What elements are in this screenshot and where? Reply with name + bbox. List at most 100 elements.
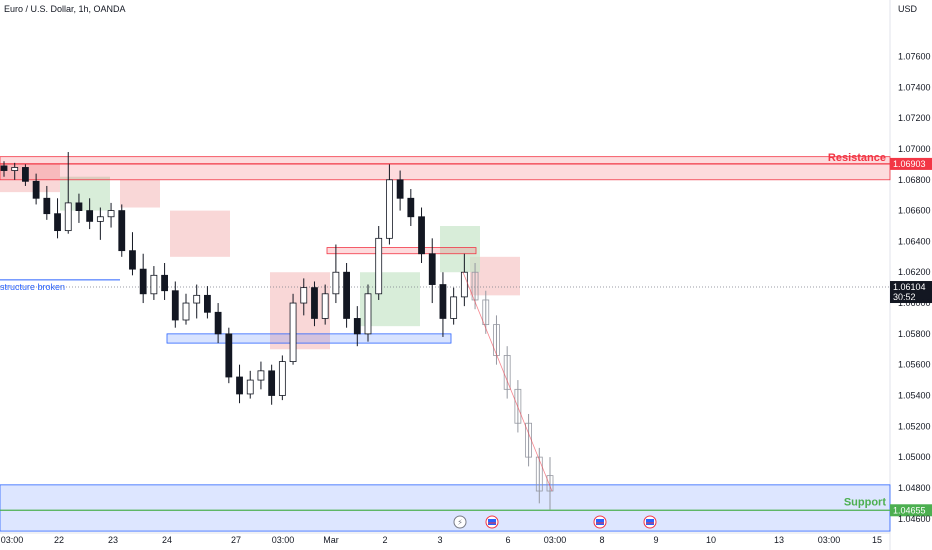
candle-body: [289, 302, 297, 362]
y-tick-label: 1.04600: [898, 514, 931, 524]
candle-body: [450, 296, 458, 319]
y-tick-label: 1.04800: [898, 483, 931, 493]
candle-body: [182, 302, 190, 321]
y-tick-label: 1.05600: [898, 360, 931, 370]
chart-title: Euro / U.S. Dollar, 1h, OANDA: [4, 4, 126, 14]
candle-body: [268, 370, 276, 396]
y-tick-label: 1.07200: [898, 113, 931, 123]
candle-body: [246, 379, 254, 395]
candle-body: [118, 210, 126, 252]
x-tick-label: 03:00: [544, 535, 567, 545]
candle-body: [43, 197, 51, 215]
candle-body: [375, 237, 383, 295]
x-tick-label: Mar: [323, 535, 339, 545]
support-label: Support: [844, 496, 886, 508]
y-tick-label: 1.05800: [898, 329, 931, 339]
candle-body: [343, 271, 350, 319]
x-tick-label: 23: [108, 535, 118, 545]
cloud-red-3: [270, 272, 330, 350]
projection-line: [462, 272, 553, 492]
candle-body: [193, 294, 201, 304]
x-tick-label: 22: [54, 535, 64, 545]
x-tick-label: 15: [872, 535, 882, 545]
x-tick-label: 6: [505, 535, 510, 545]
flash-icon: [453, 515, 467, 529]
candle-body: [311, 287, 318, 319]
x-tick-label: 13: [774, 535, 784, 545]
candle-body: [150, 274, 158, 295]
candle-body: [75, 202, 83, 211]
resistance-zone: [0, 156, 891, 181]
y-tick-label: 1.07400: [898, 82, 931, 92]
candle-body: [0, 165, 8, 171]
candle-body: [129, 250, 136, 270]
resistance-label: Resistance: [828, 152, 886, 164]
flag-canton: [596, 519, 604, 525]
candle-body: [161, 274, 168, 292]
candle-body: [418, 216, 425, 255]
cloud-green-2: [440, 226, 480, 273]
y-tick-label: 1.07600: [898, 52, 931, 62]
x-tick-label: 9: [653, 535, 658, 545]
y-tick-label: 1.05000: [898, 452, 931, 462]
candle-body: [460, 271, 468, 298]
x-tick-label: 03:00: [272, 535, 295, 545]
resistance-price-tag: [890, 157, 932, 170]
current-price-label: 1.06104: [893, 282, 926, 292]
candle-body: [514, 388, 522, 424]
support-price-label: 1.04655: [893, 505, 926, 515]
flag-canton: [646, 519, 654, 525]
candle-body: [321, 293, 329, 319]
y-tick-label: 1.06800: [898, 175, 931, 185]
candle-body: [471, 271, 479, 301]
candle-body: [364, 293, 372, 335]
y-tick-label: 1.05200: [898, 421, 931, 431]
demand-box: [166, 333, 452, 344]
candle-body: [204, 294, 211, 313]
candle-body: [236, 376, 243, 395]
candle-body: [535, 456, 543, 492]
x-tick-label: 8: [599, 535, 604, 545]
y-tick-label: 1.07000: [898, 144, 931, 154]
x-tick-label: 27: [231, 535, 241, 545]
candle-body: [353, 318, 361, 335]
candle-body: [396, 179, 404, 199]
flag-canton: [488, 519, 496, 525]
x-tick-label: 03:00: [818, 535, 841, 545]
candle-body: [546, 475, 554, 492]
y-tick-label: 1.05400: [898, 390, 931, 400]
candle-body: [482, 299, 490, 326]
countdown-label: 30:52: [893, 292, 916, 302]
candle-body: [439, 284, 447, 319]
candle-body: [11, 167, 19, 171]
candle-body: [428, 253, 436, 285]
candle-body: [278, 361, 286, 396]
candle-body: [407, 197, 415, 218]
candle-body: [22, 167, 29, 182]
y-tick-label: 1.06200: [898, 267, 931, 277]
candle-body: [300, 287, 308, 304]
candle-body: [257, 370, 265, 381]
candle-body: [107, 210, 115, 218]
candle-body: [332, 271, 340, 295]
cloud-red-2: [170, 210, 230, 257]
y-tick-label: 1.06000: [898, 298, 931, 308]
candle-body: [64, 202, 72, 232]
x-tick-label: 10: [706, 535, 716, 545]
candle-body: [96, 216, 104, 222]
candle-body: [139, 268, 147, 295]
support-zone: [0, 484, 891, 532]
cloud-red-0: [0, 164, 60, 193]
candle-body: [32, 180, 40, 199]
candle-body: [54, 213, 61, 232]
supply-box: [326, 247, 477, 255]
candle-body: [171, 290, 179, 321]
cloud-red-1: [120, 179, 160, 208]
candle-body: [214, 311, 222, 335]
x-tick-label: 24: [162, 535, 172, 545]
currency-label: USD: [898, 4, 918, 14]
candle-body: [503, 355, 511, 390]
y-tick-label: 1.06400: [898, 236, 931, 246]
candle-body: [86, 210, 94, 222]
